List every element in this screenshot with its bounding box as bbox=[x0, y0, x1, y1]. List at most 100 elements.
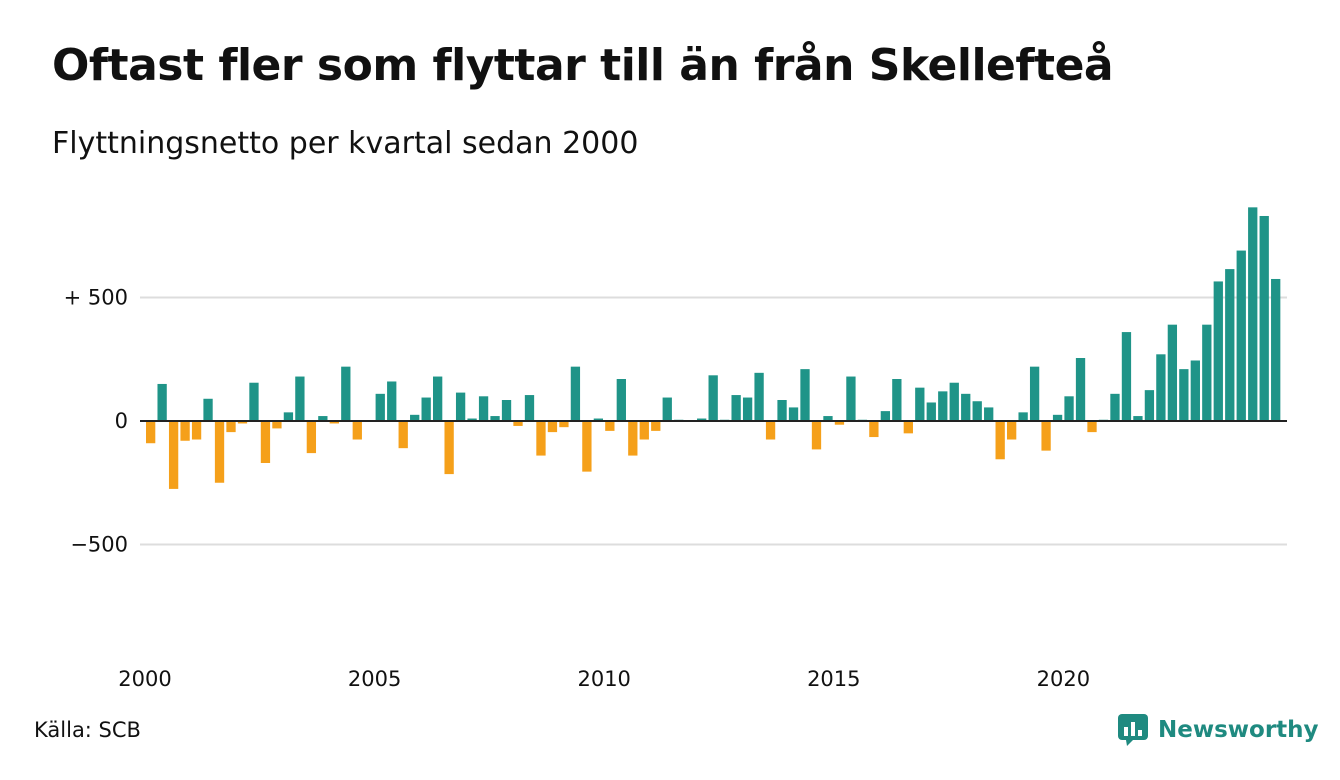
bar bbox=[214, 421, 225, 483]
bar bbox=[1167, 324, 1178, 421]
chart-subtitle: Flyttningsnetto per kvartal sedan 2000 bbox=[52, 126, 639, 161]
bar bbox=[1156, 354, 1166, 421]
bar bbox=[731, 395, 741, 421]
bar bbox=[972, 401, 982, 421]
bar bbox=[754, 372, 764, 421]
bar bbox=[1202, 324, 1212, 421]
bar bbox=[226, 421, 236, 433]
bar bbox=[697, 418, 707, 421]
y-tick-label: + 500 bbox=[64, 286, 128, 310]
bar bbox=[467, 418, 477, 421]
bar bbox=[846, 376, 856, 421]
bar bbox=[352, 421, 362, 440]
x-axis-labels: 2000 2005 2010 2015 2020 bbox=[118, 667, 1090, 691]
bar bbox=[1225, 269, 1235, 422]
bar bbox=[984, 407, 994, 421]
bar bbox=[777, 400, 787, 421]
y-axis-labels: + 500 0 −500 bbox=[64, 286, 128, 557]
bar bbox=[375, 393, 385, 421]
bar bbox=[1248, 207, 1258, 421]
bar bbox=[547, 421, 558, 433]
bar bbox=[961, 393, 971, 421]
bar bbox=[1087, 421, 1097, 433]
bar bbox=[1236, 250, 1246, 421]
brand-name: Newsworthy bbox=[1158, 717, 1319, 743]
bar bbox=[570, 366, 581, 421]
bar bbox=[1190, 360, 1200, 422]
bar bbox=[880, 411, 891, 421]
bar bbox=[869, 421, 879, 438]
bar bbox=[788, 407, 799, 421]
x-tick-label: 2015 bbox=[807, 667, 860, 691]
y-tick-label: 0 bbox=[115, 409, 128, 433]
bar bbox=[237, 421, 248, 424]
bar bbox=[501, 400, 512, 421]
bar bbox=[1110, 393, 1120, 421]
bar bbox=[662, 397, 672, 421]
bar bbox=[513, 421, 523, 426]
bar bbox=[926, 402, 936, 421]
chart-title: Oftast fler som flyttar till än från Ske… bbox=[52, 40, 1114, 91]
bar bbox=[478, 396, 489, 421]
bar bbox=[628, 421, 638, 456]
bar bbox=[616, 379, 626, 421]
newsworthy-logo: Newsworthy bbox=[1118, 714, 1319, 746]
bar bbox=[892, 379, 902, 421]
bar bbox=[1121, 332, 1132, 421]
bar bbox=[639, 421, 649, 440]
bar bbox=[582, 421, 592, 472]
bar bbox=[811, 421, 822, 450]
bar bbox=[318, 416, 328, 421]
bar bbox=[903, 421, 913, 434]
bar bbox=[1213, 281, 1223, 421]
bar bbox=[524, 395, 535, 421]
bar bbox=[329, 421, 339, 424]
bar bbox=[306, 421, 317, 454]
x-tick-label: 2010 bbox=[577, 667, 630, 691]
bar bbox=[1259, 215, 1269, 421]
bar bbox=[834, 421, 845, 425]
bar bbox=[1041, 421, 1051, 451]
bar bbox=[157, 383, 167, 421]
x-tick-label: 2020 bbox=[1037, 667, 1090, 691]
bar bbox=[272, 421, 282, 429]
bar bbox=[191, 421, 202, 440]
bar bbox=[765, 421, 776, 440]
bar bbox=[995, 421, 1005, 460]
x-tick-label: 2000 bbox=[118, 667, 171, 691]
bar bbox=[295, 376, 305, 421]
bar bbox=[708, 375, 718, 422]
chart-bubble-icon bbox=[1118, 714, 1148, 746]
bar bbox=[605, 421, 615, 431]
gridlines bbox=[140, 296, 1287, 546]
bar bbox=[1144, 390, 1155, 422]
bar bbox=[398, 421, 408, 449]
bar bbox=[536, 421, 546, 456]
bar bbox=[455, 392, 466, 422]
bar bbox=[915, 387, 925, 421]
bar bbox=[1133, 416, 1143, 421]
bar bbox=[1179, 369, 1189, 421]
y-tick-label: −500 bbox=[70, 533, 128, 557]
bar bbox=[823, 416, 833, 421]
bar bbox=[421, 397, 431, 421]
bar bbox=[410, 414, 420, 421]
bar bbox=[949, 382, 959, 421]
bar bbox=[283, 412, 294, 421]
bar bbox=[1271, 278, 1281, 422]
bar bbox=[341, 366, 351, 421]
bar bbox=[1064, 396, 1074, 421]
bar bbox=[490, 416, 500, 421]
bar bbox=[593, 418, 604, 421]
bar bbox=[168, 421, 179, 489]
bar bbox=[203, 398, 213, 421]
bar bbox=[559, 421, 569, 428]
bar bbox=[444, 421, 454, 475]
bar bbox=[1018, 412, 1028, 421]
bar bbox=[938, 391, 948, 421]
bar bbox=[433, 376, 443, 421]
bar bbox=[651, 421, 661, 431]
source-note: Källa: SCB bbox=[34, 718, 141, 742]
bar bbox=[249, 382, 259, 421]
